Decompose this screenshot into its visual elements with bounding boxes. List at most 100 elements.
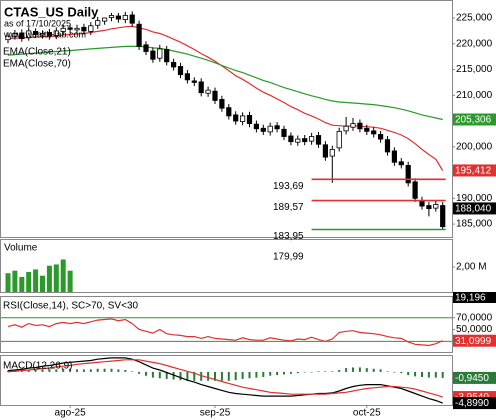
level-label: 179,99: [273, 252, 304, 263]
legend-entry: EMA(Close,21): [3, 47, 71, 58]
macd-histogram: [289, 371, 292, 374]
macd-histogram: [138, 371, 141, 374]
macd-histogram: [255, 371, 258, 378]
candle-body: [295, 138, 301, 143]
candle-body: [5, 35, 11, 41]
candle-body: [191, 80, 197, 83]
macd-histogram: [165, 371, 168, 379]
level-label: 189,57: [273, 202, 304, 213]
candle-body: [184, 73, 190, 81]
y-tick-label: 225,000: [456, 13, 493, 24]
candle-body: [219, 99, 225, 109]
macd-panel: [0, 355, 453, 406]
candle-body: [239, 115, 246, 122]
macd-histogram: [338, 370, 341, 372]
macd-histogram: [151, 371, 154, 378]
macd-title: MACD(12,26,9): [3, 361, 72, 372]
macd-histogram: [241, 371, 244, 379]
candle-body: [433, 204, 439, 209]
candle-body: [26, 30, 32, 39]
macd-histogram: [207, 371, 210, 381]
header-source: www.wealth-lab.com: [3, 29, 86, 39]
candle-body: [377, 134, 384, 140]
candle-body: [343, 125, 349, 132]
volume-bar: [60, 259, 66, 292]
volume-bar: [33, 269, 39, 292]
candle-body: [336, 130, 342, 149]
macd-histogram: [145, 371, 147, 376]
candle-body: [115, 15, 121, 20]
candle-body: [281, 128, 287, 137]
y-tick-label: 200,000: [456, 141, 493, 152]
ema-line: [7, 25, 444, 171]
candle-body: [371, 130, 377, 135]
candle-body: [33, 31, 39, 35]
macd-histogram: [434, 371, 437, 378]
macd-histogram: [186, 371, 189, 381]
macd-histogram: [96, 368, 99, 372]
macd-histogram: [131, 371, 134, 372]
histogram-end-label: -0,9450: [455, 373, 489, 384]
macd-histogram: [421, 371, 423, 377]
macd-histogram: [331, 371, 334, 372]
candle-body: [143, 44, 149, 52]
ema-end-label: 195,412: [455, 166, 492, 177]
header-title: CTAS_US Daily: [4, 4, 99, 19]
macd-histogram: [117, 369, 120, 372]
price-panel: [0, 0, 453, 238]
macd-end-box: [453, 397, 496, 410]
macd-histogram: [400, 371, 403, 374]
candle-body: [288, 135, 294, 143]
volume-bar: [12, 270, 18, 292]
macd-histogram: [269, 371, 272, 376]
volume-panel: [0, 239, 453, 293]
candle-body: [95, 20, 101, 26]
candle-body: [267, 125, 273, 133]
legend-entry: EMA(Close,70): [3, 59, 71, 70]
macd-histogram: [20, 370, 23, 372]
candle-body: [260, 127, 266, 132]
macd-histogram: [89, 369, 92, 372]
macd-histogram: [220, 371, 223, 381]
macd-histogram: [69, 368, 72, 372]
macd-histogram: [124, 370, 127, 372]
macd-histogram: [200, 371, 203, 381]
volume-annotation: 19,196: [455, 293, 486, 304]
macd-histogram: [41, 369, 44, 372]
volume-bar: [46, 265, 52, 292]
candle-body: [357, 122, 363, 130]
candle-body: [226, 107, 232, 117]
rsi-line: [7, 318, 443, 347]
x-tick-label: ago-25: [55, 408, 87, 419]
candle-body: [19, 32, 25, 40]
volume-box: [453, 292, 496, 303]
candle-body: [426, 205, 432, 210]
macd-histogram: [262, 371, 265, 377]
candle-body: [46, 32, 53, 37]
candle-body: [150, 50, 156, 60]
candle-body: [198, 81, 204, 94]
macd-histogram: [55, 369, 58, 372]
candle-body: [364, 127, 370, 132]
macd-histogram: [379, 369, 382, 372]
macd-histogram: [82, 369, 85, 372]
macd-histogram: [441, 371, 444, 378]
rsi-end-box: [453, 334, 496, 347]
ema-end-box: [453, 113, 496, 126]
y-tick-label: 220,000: [456, 38, 493, 49]
macd-line: [7, 357, 443, 404]
macd-histogram: [76, 369, 78, 372]
candle-body: [384, 139, 391, 153]
macd-histogram: [296, 371, 299, 374]
rsi-end-label: 31,0999: [455, 336, 492, 347]
ema-end-box: [453, 164, 496, 177]
candle-body: [170, 61, 177, 68]
candle-body: [60, 27, 66, 32]
candle-body: [274, 125, 280, 130]
candle-body: [74, 27, 80, 31]
candle-body: [53, 30, 59, 36]
header-subtitle: as of 17/10/2025: [4, 18, 71, 28]
candle-body: [39, 33, 46, 36]
candle-body: [108, 15, 115, 18]
